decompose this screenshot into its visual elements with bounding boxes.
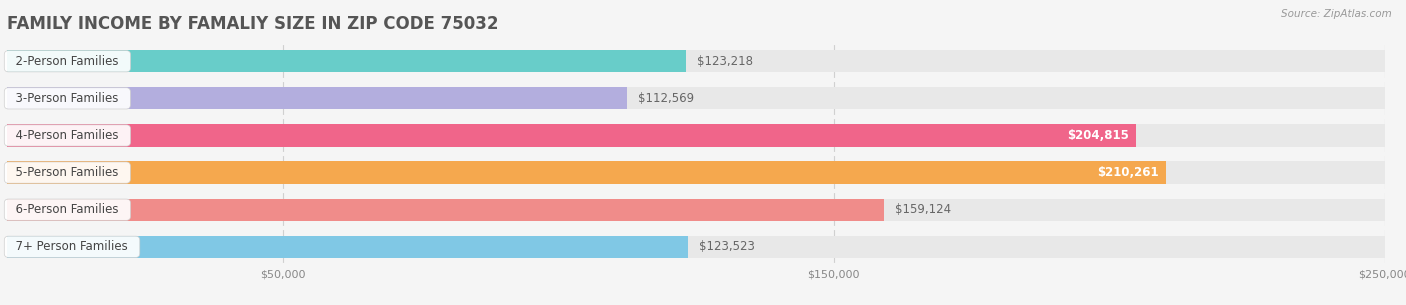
Bar	[7, 50, 1385, 72]
Text: $204,815: $204,815	[1067, 129, 1129, 142]
Bar	[7, 236, 688, 258]
Bar	[7, 236, 1385, 258]
Text: Source: ZipAtlas.com: Source: ZipAtlas.com	[1281, 9, 1392, 19]
Text: $123,218: $123,218	[697, 55, 754, 68]
Text: $159,124: $159,124	[896, 203, 952, 216]
Bar	[7, 87, 627, 109]
Bar	[7, 124, 1385, 147]
Text: $210,261: $210,261	[1097, 166, 1159, 179]
Text: 6-Person Families: 6-Person Families	[8, 203, 127, 216]
Bar	[7, 199, 1385, 221]
Bar	[7, 87, 1385, 109]
Bar	[7, 161, 1385, 184]
Text: 3-Person Families: 3-Person Families	[8, 92, 127, 105]
Bar	[7, 161, 1166, 184]
Text: 4-Person Families: 4-Person Families	[8, 129, 127, 142]
Bar	[7, 50, 686, 72]
Bar	[7, 124, 1136, 147]
Text: 2-Person Families: 2-Person Families	[8, 55, 127, 68]
Text: FAMILY INCOME BY FAMALIY SIZE IN ZIP CODE 75032: FAMILY INCOME BY FAMALIY SIZE IN ZIP COD…	[7, 15, 499, 33]
Text: 5-Person Families: 5-Person Families	[8, 166, 127, 179]
Bar	[7, 199, 884, 221]
Text: 7+ Person Families: 7+ Person Families	[8, 240, 135, 253]
Text: $112,569: $112,569	[638, 92, 695, 105]
Text: $123,523: $123,523	[699, 240, 755, 253]
